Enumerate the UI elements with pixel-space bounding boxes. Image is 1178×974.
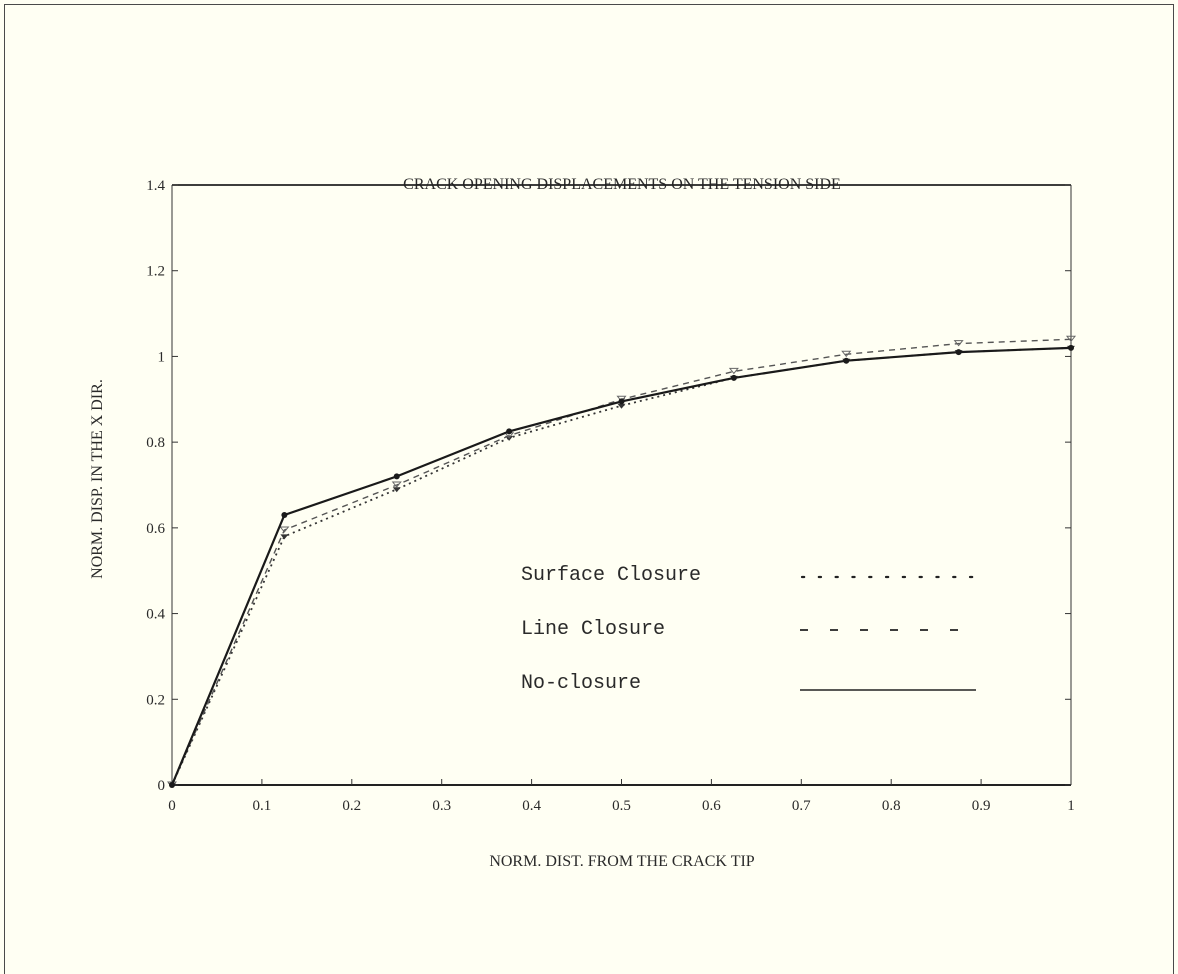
data-point-line-closure — [728, 367, 739, 375]
series-line-surface-closure — [171, 347, 1072, 786]
y-tick-label: 0.8 — [146, 435, 165, 451]
y-tick-label: 0.2 — [146, 692, 165, 708]
data-point-no-closure — [1068, 344, 1074, 351]
y-tick-label: 0.4 — [146, 607, 165, 623]
y-axis-label: NORM. DISP. IN THE X DIR. — [89, 379, 106, 579]
x-tick-label: 0.3 — [432, 798, 451, 814]
data-point-no-closure — [730, 374, 737, 381]
y-ticks: 0 0.2 0.4 0.6 0.8 1 1.2 1.4 — [146, 178, 1071, 794]
x-tick-label: 0.4 — [522, 798, 541, 814]
legend-label-line-closure: Line Closure — [521, 618, 665, 641]
data-point-surface-closure — [617, 403, 626, 409]
data-point-no-closure — [506, 428, 513, 435]
data-point-no-closure — [169, 782, 175, 788]
x-tick-label: 0.5 — [612, 798, 631, 814]
legend: Surface Closure Line Closure No-closure — [521, 564, 976, 695]
plot-axes — [171, 184, 1072, 786]
data-point-line-closure — [841, 350, 852, 358]
x-tick-label: 0.7 — [792, 798, 811, 814]
legend-label-no-closure: No-closure — [521, 672, 641, 695]
x-tick-label: 0.6 — [702, 798, 721, 814]
x-tick-label: 0.8 — [882, 798, 901, 814]
x-ticks: 0 0.1 0.2 0.3 0.4 0.5 0.6 0.7 0.8 0.9 1 — [168, 779, 1075, 814]
x-tick-label: 0 — [168, 798, 176, 814]
data-point-no-closure — [393, 473, 400, 480]
x-tick-label: 0.9 — [972, 798, 991, 814]
x-tick-label: 1 — [1067, 798, 1075, 814]
data-point-no-closure — [618, 398, 625, 405]
y-tick-label: 1.2 — [146, 264, 165, 280]
data-point-line-closure — [1065, 335, 1077, 343]
figure-frame — [4, 4, 1174, 974]
plot-series — [166, 335, 1077, 788]
data-point-no-closure — [281, 512, 288, 518]
y-tick-label: 0.6 — [146, 521, 165, 537]
x-axis-label: NORM. DIST. FROM THE CRACK TIP — [489, 853, 754, 870]
y-tick-label: 1 — [158, 349, 166, 365]
data-point-line-closure — [953, 340, 964, 347]
x-tick-label: 0.1 — [253, 798, 272, 814]
data-point-no-closure — [843, 357, 850, 364]
data-point-surface-closure — [280, 534, 289, 540]
x-tick-label: 0.2 — [342, 798, 361, 814]
data-point-no-closure — [955, 349, 962, 356]
y-tick-label: 1.4 — [146, 178, 165, 194]
data-point-line-closure — [279, 526, 290, 533]
data-point-surface-closure — [392, 487, 401, 493]
data-point-line-closure — [391, 481, 402, 488]
data-point-line-closure — [616, 395, 627, 403]
y-tick-label: 0 — [158, 778, 166, 794]
legend-label-surface-closure: Surface Closure — [521, 564, 701, 587]
